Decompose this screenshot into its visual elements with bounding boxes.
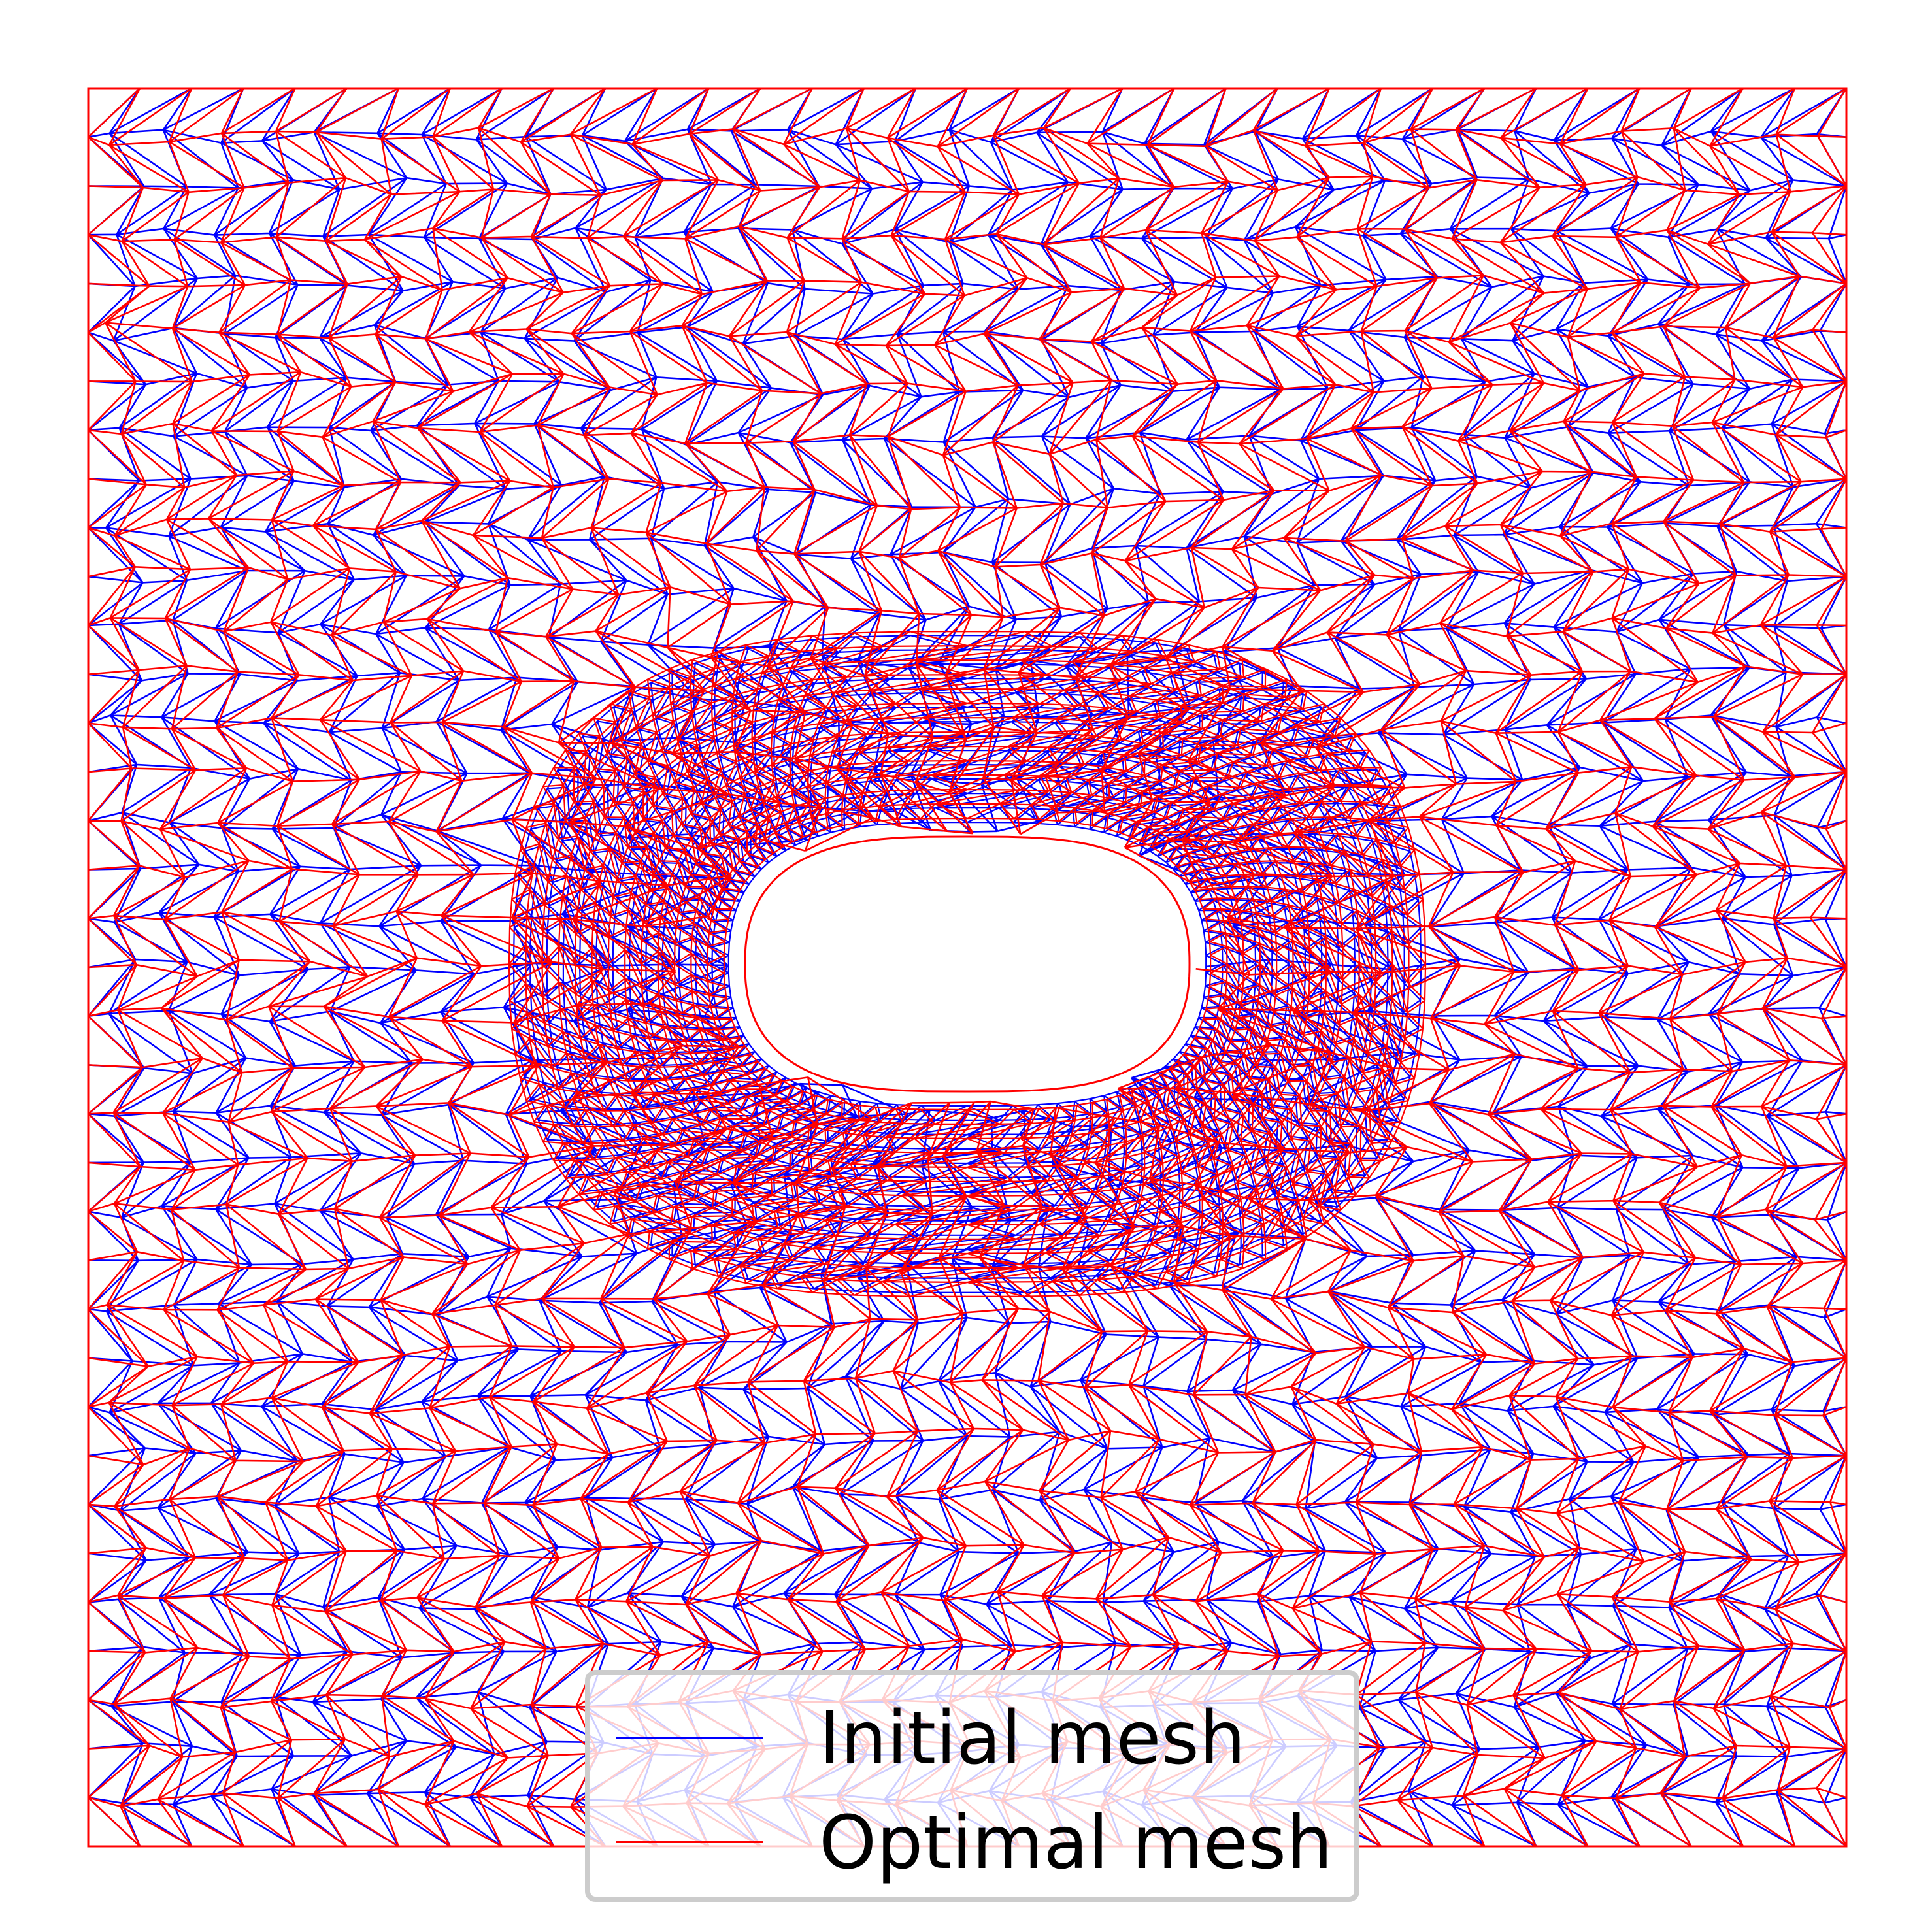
legend: Initial mesh Optimal mesh xyxy=(585,1670,1359,1902)
legend-label-optimal-mesh: Optimal mesh xyxy=(819,1794,1333,1892)
hole-boundary xyxy=(745,837,1190,1091)
legend-label-initial-mesh: Initial mesh xyxy=(819,1690,1246,1788)
legend-entry-optimal-mesh: Optimal mesh xyxy=(616,1794,1335,1892)
legend-swatch-initial-mesh xyxy=(616,1737,763,1739)
legend-swatch-optimal-mesh xyxy=(616,1841,763,1843)
legend-entry-initial-mesh: Initial mesh xyxy=(616,1690,1335,1788)
